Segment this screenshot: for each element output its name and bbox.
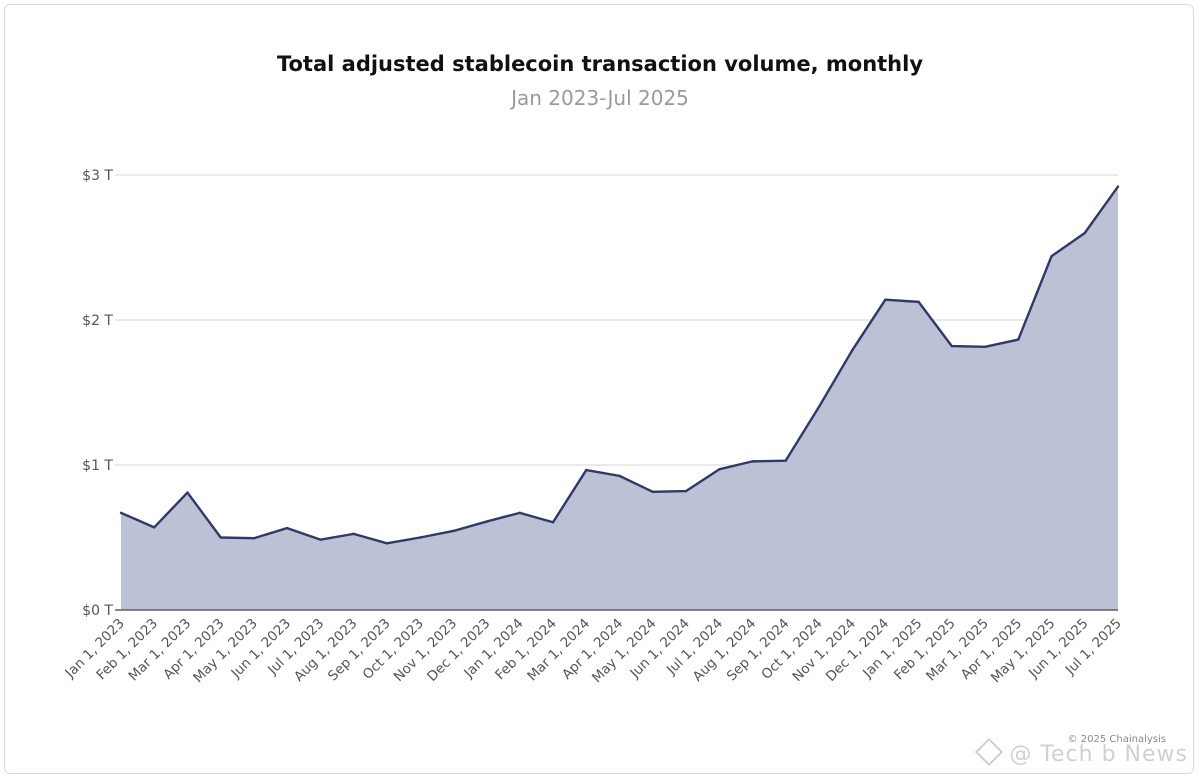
data-point [1017,338,1020,341]
data-point [285,526,289,530]
chart-subtitle: Jan 2023-Jul 2025 [511,86,689,110]
data-point [950,344,954,348]
data-point [186,491,189,494]
diamond-logo-icon [975,737,1004,767]
watermark: @ Tech b News [975,737,1188,767]
data-point [983,345,987,349]
data-point [850,349,854,352]
y-tick-label: $1 T [82,458,113,474]
data-point [884,298,887,301]
data-point [684,489,688,493]
data-point [385,542,389,545]
data-point [618,474,621,478]
data-point [485,520,488,523]
y-tick-label: $3 T [82,168,113,184]
data-point [917,300,920,304]
data-point [718,468,721,471]
data-point [352,532,355,536]
data-point [751,460,754,463]
area-series [119,185,1120,610]
data-point [1050,255,1053,258]
chart-title: Total adjusted stablecoin transaction vo… [276,52,924,76]
data-point [319,538,322,541]
area-fill [121,186,1118,610]
data-point [585,468,588,472]
data-point [784,459,787,462]
data-point [1116,185,1120,188]
chart-frame [4,4,1194,774]
data-point [1083,231,1086,235]
y-tick-label: $0 T [82,603,113,619]
y-tick-label: $2 T [82,313,113,329]
data-point [518,511,521,515]
data-point [418,536,422,539]
data-point [119,511,123,515]
data-point [452,529,455,533]
watermark-text: @ Tech b News [1009,742,1188,767]
data-point [153,526,156,529]
data-point [651,490,654,494]
y-tick-labels: $0 T $1 T $2 T $3 T [82,168,113,619]
copyright-notice: © 2025 Chainalysis [1067,734,1166,745]
data-point [551,521,555,524]
data-point [219,536,222,539]
data-point [252,537,256,540]
data-point [817,405,821,409]
